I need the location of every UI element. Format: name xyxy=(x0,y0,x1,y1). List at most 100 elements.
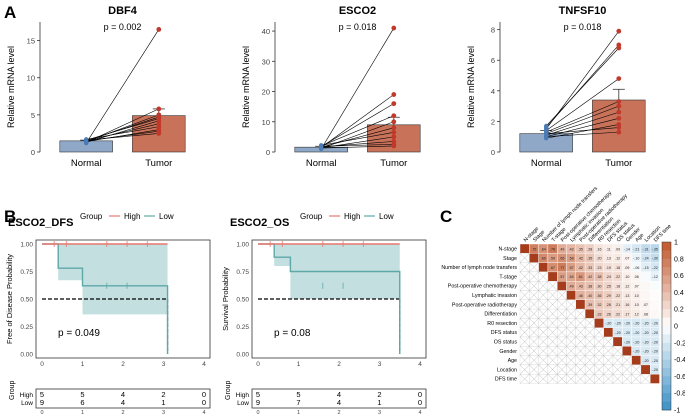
colorbar-tick-label: 0.8 xyxy=(674,256,684,263)
corr-value: .43 xyxy=(578,285,583,289)
pair-line xyxy=(86,123,159,142)
corr-cross xyxy=(529,281,539,291)
risk-cell: 4 xyxy=(337,398,341,407)
point-tumor xyxy=(616,125,622,130)
point-tumor xyxy=(156,27,162,32)
corr-cross xyxy=(519,346,530,356)
colorbar-tick-label: -0.2 xyxy=(674,340,685,347)
colorbar-segment xyxy=(662,300,671,310)
risk-x-tick-label: 4 xyxy=(202,410,205,415)
corr-value: .54 xyxy=(569,275,574,279)
corr-cross xyxy=(519,281,530,291)
risk-cell: 4 xyxy=(337,390,341,399)
km-y-tick-label: 0.75 xyxy=(20,269,33,276)
pair-line xyxy=(546,131,619,138)
corr-cross xyxy=(584,355,595,366)
corr-value: .65 xyxy=(559,257,564,261)
pair-line xyxy=(321,144,394,147)
corr-cross xyxy=(594,327,604,338)
x-tick-label: Tumor xyxy=(145,158,172,169)
corr-cross xyxy=(584,327,595,338)
ci-band-low xyxy=(42,244,168,315)
colorbar-segment xyxy=(662,309,671,318)
km-x-tick-label: 2 xyxy=(337,361,341,368)
corr-cell xyxy=(557,281,567,291)
corr-cross xyxy=(575,364,586,375)
corr-cross xyxy=(538,281,549,291)
corr-cell xyxy=(566,290,577,301)
pair-line xyxy=(546,118,619,137)
colorbar-segment xyxy=(662,292,671,302)
corr-cross xyxy=(547,290,558,300)
corr-cross xyxy=(612,346,623,356)
corr-cell xyxy=(538,262,549,273)
corr-value: -.24 xyxy=(642,257,648,261)
km-plot-frame xyxy=(35,239,211,359)
pair-line xyxy=(321,127,394,148)
corr-cross xyxy=(603,346,614,356)
pair-line xyxy=(320,27,395,150)
risk-cell: 4 xyxy=(121,398,125,407)
corr-cross xyxy=(538,271,549,282)
colorbar-segment xyxy=(662,250,671,260)
corr-value: .07 xyxy=(634,285,639,289)
corr-cross xyxy=(538,318,549,328)
corr-cross xyxy=(529,318,539,328)
corr-value: .30 xyxy=(597,285,602,289)
corr-cell xyxy=(650,281,660,291)
corr-value: .42 xyxy=(578,266,583,270)
corr-value: .36 xyxy=(597,294,602,298)
corr-cross xyxy=(547,336,558,347)
colorbar-segment xyxy=(662,351,671,360)
point-tumor xyxy=(391,119,397,125)
colorbar-tick-label: -0.8 xyxy=(674,391,685,398)
km-x-tick-label: 2 xyxy=(121,361,125,368)
km-y-tick-label: 0.50 xyxy=(20,297,33,304)
corr-value: .35 xyxy=(578,247,583,251)
legend-label-high: High xyxy=(344,212,360,221)
corr-cell xyxy=(594,318,604,328)
corr-cross xyxy=(538,346,549,356)
corr-cell xyxy=(650,308,660,319)
corr-value: .06 xyxy=(634,275,639,279)
pair-line xyxy=(85,29,160,144)
legend-title: Group xyxy=(300,212,323,221)
corr-value: .12 xyxy=(615,257,620,261)
corr-cross xyxy=(575,318,586,328)
risk-row-label: Low xyxy=(21,400,33,407)
corr-value: .33 xyxy=(587,266,592,270)
point-tumor xyxy=(391,143,397,149)
row-label: DFS status xyxy=(491,330,518,336)
corr-cross xyxy=(538,299,549,310)
point-normal xyxy=(84,137,89,143)
colorbar-frame xyxy=(661,241,672,411)
colorbar-segment xyxy=(662,326,671,335)
colorbar-tick-label: 0.2 xyxy=(674,307,684,314)
corr-cell xyxy=(650,374,660,384)
y-tick-label: 10 xyxy=(262,118,270,127)
corr-cell xyxy=(603,327,614,338)
point-normal xyxy=(544,134,549,139)
corr-cross xyxy=(529,374,539,384)
corr-value: .58 xyxy=(569,257,574,261)
corr-value: .12 xyxy=(634,312,639,316)
corr-cell xyxy=(650,290,660,301)
corr-value: .07 xyxy=(624,257,629,261)
corr-cross xyxy=(575,374,586,384)
colorbar-segment xyxy=(662,284,671,293)
corr-value: .38 xyxy=(587,285,592,289)
pair-line xyxy=(321,103,394,147)
corr-value: -.14 xyxy=(624,247,630,251)
corr-value: .28 xyxy=(587,247,592,251)
chart-title: TNFSF10 xyxy=(559,5,607,17)
y-tick-label: 2 xyxy=(491,117,495,126)
corr-value: .10 xyxy=(634,303,639,307)
risk-table-title: Group xyxy=(9,380,16,400)
pair-line xyxy=(546,127,619,134)
point-tumor xyxy=(391,101,397,107)
pair-line xyxy=(321,145,394,149)
corr-cross xyxy=(603,355,614,366)
corr-value: -.20 xyxy=(605,322,611,326)
corr-cross xyxy=(519,327,530,338)
risk-table-frame xyxy=(251,388,427,409)
